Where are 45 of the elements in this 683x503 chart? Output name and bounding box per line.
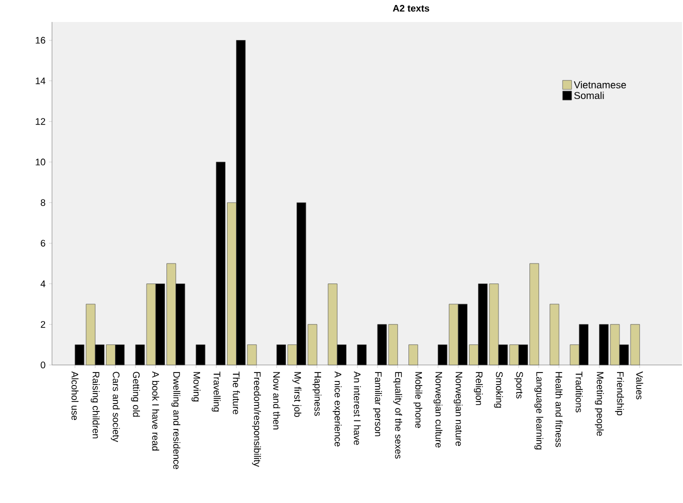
x-tick-label: Alcohol use <box>72 371 78 420</box>
y-tick-label: 10 <box>36 158 46 166</box>
y-tick-label: 0 <box>40 362 46 368</box>
x-tick-label: Friendship <box>615 372 624 416</box>
x-tick-label: Happiness <box>312 372 322 416</box>
x-tick-label: Meeting people <box>594 372 604 436</box>
x-tick-label: My first job <box>292 372 302 417</box>
y-tick-label: 6 <box>40 240 46 247</box>
x-tick-label: Norwegian culture <box>434 372 442 448</box>
x-tick-label: Dwelling and residence <box>171 372 180 470</box>
chart-title: A2 texts <box>392 4 430 12</box>
bar <box>408 344 418 366</box>
x-tick-label: Raising children <box>90 372 100 438</box>
x-tick-label: Language learning <box>534 372 544 450</box>
x-tick-label: An interest I have <box>354 371 361 445</box>
x-tick-label: Sports <box>514 372 523 398</box>
bar <box>196 344 206 366</box>
x-tick-label: Cars and society <box>110 372 120 442</box>
y-tick-label: 4 <box>40 280 46 288</box>
y-tick-label: 14 <box>36 78 46 84</box>
x-tick-label: The future <box>232 372 240 414</box>
x-tick-label: Freedom/responsibility <box>252 372 261 467</box>
x-tick-label: Moving <box>192 372 200 402</box>
x-tick-label: Smoking <box>494 372 503 408</box>
y-tick-label: 8 <box>40 199 46 206</box>
x-tick-label: A nice experience <box>332 371 342 446</box>
x-tick-label: Getting old <box>131 372 140 417</box>
x-tick-label: Norwegian nature <box>454 372 463 446</box>
x-tick-label: Values <box>636 371 644 400</box>
x-tick-label: Familiar person <box>373 372 382 436</box>
x-tick-label: Now and then <box>273 372 280 430</box>
x-tick-label: Traditions <box>576 372 583 412</box>
y-tick-label: 2 <box>40 321 46 328</box>
x-tick-label: Travelling <box>212 372 221 412</box>
legend-label: Vietnamese <box>574 81 626 88</box>
bar <box>550 304 560 366</box>
legend-label: Somali <box>574 92 604 100</box>
x-tick-label: Mobile phone <box>413 372 422 428</box>
y-tick-label: 12 <box>36 118 46 125</box>
x-tick-label: Health and fitness <box>556 372 562 448</box>
x-tick-label: Equality of the sexes <box>393 372 402 459</box>
x-tick-label: Religion <box>474 372 483 406</box>
y-tick-label: 16 <box>36 36 46 44</box>
bar <box>357 344 367 366</box>
x-tick-label: A book I have read <box>152 371 160 450</box>
